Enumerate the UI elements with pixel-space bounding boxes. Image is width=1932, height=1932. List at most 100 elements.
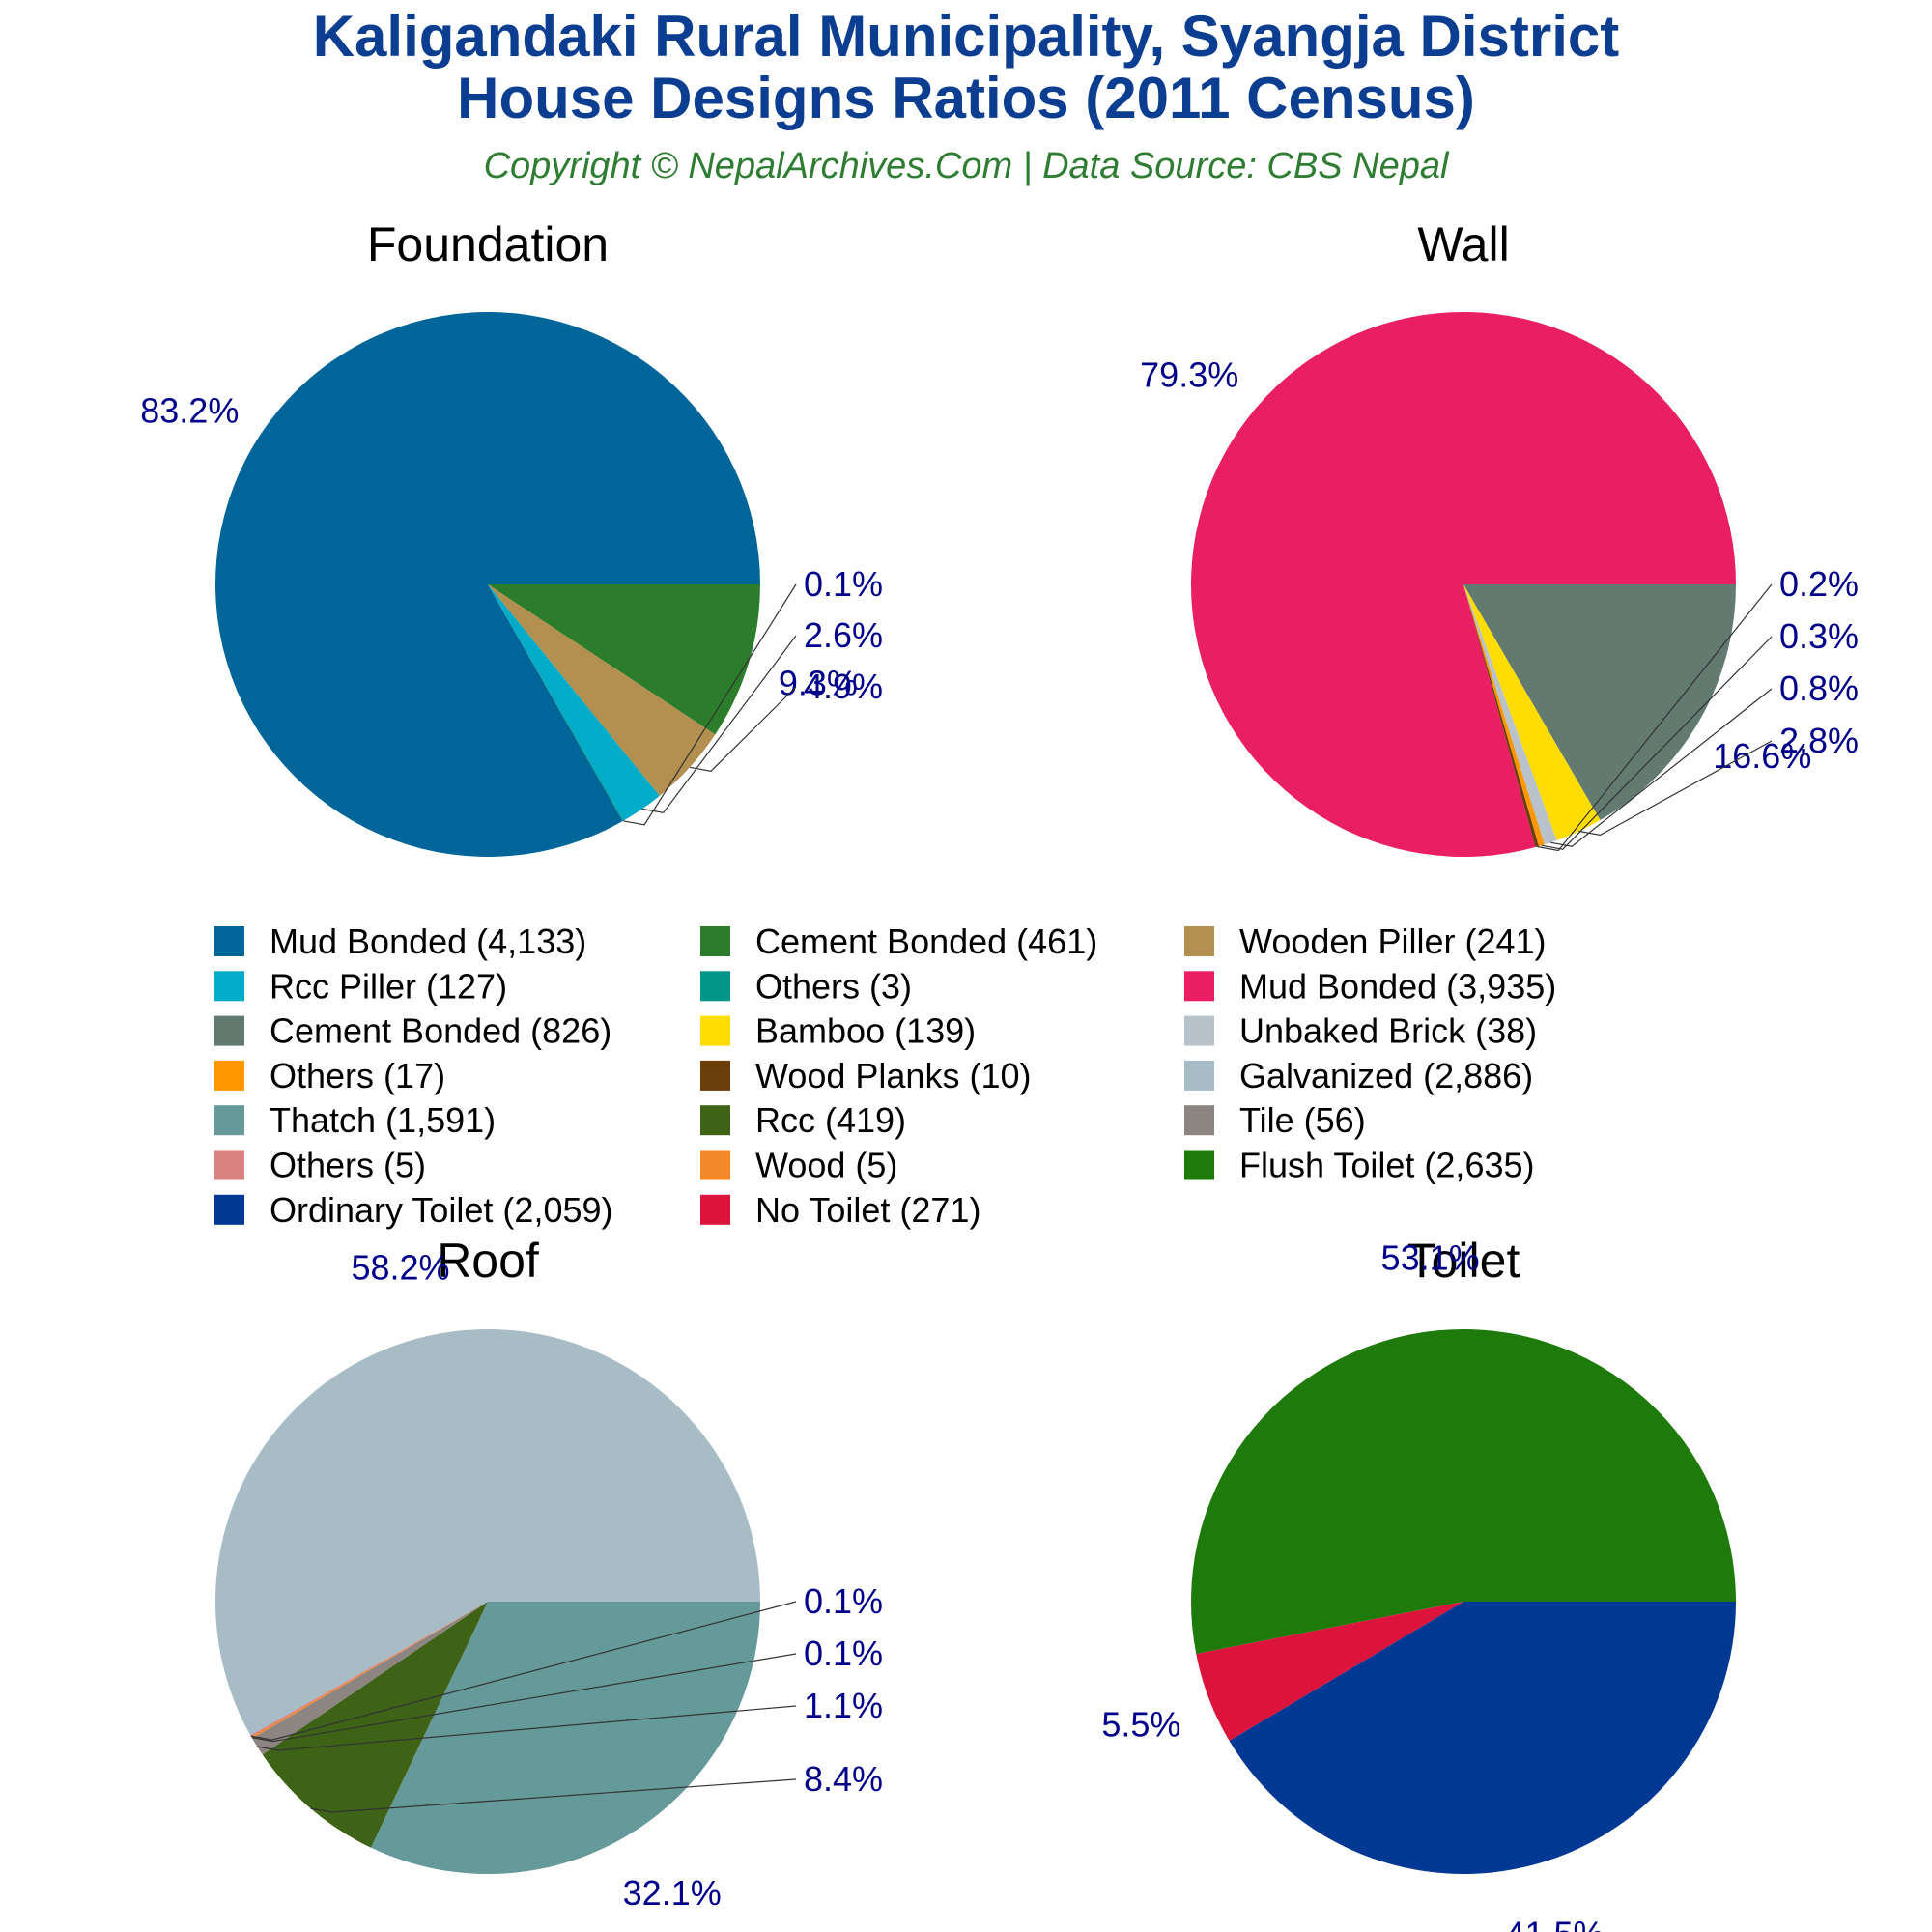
leader-line [622, 583, 797, 826]
legend-item: Thatch (1,591) [214, 1100, 496, 1140]
legend-item: Cement Bonded (461) [700, 922, 1097, 961]
legend-swatch [1184, 926, 1214, 956]
pie-slice [252, 1602, 488, 1755]
legend-swatch [700, 926, 730, 956]
pie-wall: Wall 79.3% 16.6%2.8% 0.8% 0.3% 0.2% [1140, 217, 1859, 857]
legend-swatch [700, 971, 730, 1002]
slice-label: 0.8% [1779, 668, 1859, 708]
legend-label: No Toilet (271) [755, 1190, 980, 1230]
slice-label: 4.9% [804, 667, 883, 706]
legend-swatch [214, 1194, 244, 1225]
slice-label: 8.4% [804, 1759, 883, 1799]
legend-item: Others (3) [700, 966, 912, 1006]
slice-label: 41.5% [1505, 1914, 1604, 1932]
pie-slice [214, 1328, 761, 1736]
chart-title-line-1: Kaligandaki Rural Municipality, Syangja … [313, 4, 1620, 69]
slice-label: 1.1% [804, 1686, 883, 1725]
legend-label: Flush Toilet (2,635) [1239, 1146, 1535, 1185]
leader-line [251, 1653, 797, 1743]
legend-item: No Toilet (271) [700, 1190, 980, 1230]
chart-title-line-2: House Designs Ratios (2011 Census) [457, 66, 1475, 130]
legend: Mud Bonded (4,133) Cement Bonded (461) Woo… [214, 922, 1556, 1230]
legend-swatch [700, 1194, 730, 1225]
leader-line [1541, 636, 1773, 850]
slice-label: 9.3% [779, 664, 858, 703]
pie-slice [1196, 1602, 1463, 1741]
pie-slice [488, 584, 760, 735]
slice-label: 83.2% [140, 391, 239, 431]
pie-foundation: Foundation 83.2% 9.3%4.9% 2.6% 0.1% [140, 217, 883, 858]
slice-label: 58.2% [351, 1248, 449, 1288]
legend-item: Galvanized (2,886) [1184, 1056, 1533, 1095]
legend-label: Galvanized (2,886) [1239, 1056, 1533, 1095]
slice-label: 53.1% [1381, 1238, 1480, 1278]
legend-swatch [214, 1015, 244, 1046]
leader-line [257, 1705, 797, 1751]
legend-item: Unbaked Brick (38) [1184, 1011, 1537, 1051]
legend-swatch [1184, 971, 1214, 1002]
slice-label: 2.8% [1779, 721, 1859, 760]
legend-swatch [214, 1105, 244, 1136]
legend-item: Tile (56) [1184, 1100, 1366, 1140]
pie-charts: Foundation 83.2% 9.3%4.9% 2.6% 0.1% Wall 79.3%… [140, 217, 1859, 1932]
legend-label: Rcc (419) [755, 1100, 906, 1140]
legend-item: Flush Toilet (2,635) [1184, 1146, 1535, 1185]
legend-item: Cement Bonded (826) [214, 1011, 611, 1051]
leader-line [641, 635, 797, 814]
legend-label: Unbaked Brick (38) [1239, 1011, 1537, 1051]
legend-item: Rcc Piller (127) [214, 966, 507, 1006]
pie-slice [1191, 1328, 1736, 1655]
pie-title: Toilet [1407, 1234, 1520, 1288]
legend-item: Rcc (419) [700, 1100, 906, 1140]
slice-label: 79.3% [1140, 355, 1238, 395]
chart-subtitle: Copyright © NepalArchives.Com | Data Sou… [484, 146, 1450, 186]
legend-label: Mud Bonded (4,133) [270, 922, 586, 961]
legend-item: Ordinary Toilet (2,059) [214, 1190, 613, 1230]
leader-line [310, 1778, 797, 1813]
legend-item: Mud Bonded (3,935) [1184, 966, 1556, 1006]
legend-label: Cement Bonded (461) [755, 922, 1097, 961]
leader-line [250, 1601, 797, 1741]
pie-slice [1229, 1602, 1736, 1874]
pie-slice [1463, 584, 1557, 845]
pie-slice [488, 584, 716, 796]
leader-line [1578, 740, 1773, 837]
pie-title: Wall [1417, 217, 1509, 271]
legend-swatch [700, 1150, 730, 1180]
legend-swatch [214, 926, 244, 956]
slice-label: 0.2% [1779, 564, 1859, 604]
slice-label: 32.1% [623, 1873, 722, 1913]
pie-slice [1463, 584, 1545, 847]
legend-label: Tile (56) [1239, 1100, 1366, 1140]
leader-line [1537, 583, 1773, 852]
legend-swatch [1184, 1015, 1214, 1046]
pie-slice [250, 1602, 488, 1737]
legend-swatch [1184, 1105, 1214, 1136]
legend-label: Others (5) [270, 1146, 426, 1185]
pie-slice [1463, 584, 1736, 820]
legend-swatch [214, 1060, 244, 1091]
legend-swatch [700, 1060, 730, 1091]
legend-swatch [700, 1015, 730, 1046]
legend-label: Wooden Piller (241) [1239, 922, 1547, 961]
legend-label: Wood Planks (10) [755, 1056, 1031, 1095]
legend-label: Rcc Piller (127) [270, 966, 507, 1006]
legend-label: Others (3) [755, 966, 912, 1006]
slice-label: 0.3% [1779, 616, 1859, 656]
slice-label: 5.5% [1101, 1704, 1180, 1744]
pie-slice [1463, 584, 1601, 840]
leader-line [1550, 688, 1773, 847]
pie-slice [1190, 311, 1736, 857]
legend-label: Others (17) [270, 1056, 445, 1095]
pie-slice [488, 584, 624, 822]
pie-slice [251, 1602, 488, 1739]
legend-label: Wood (5) [755, 1146, 897, 1185]
legend-item: Wood Planks (10) [700, 1056, 1031, 1095]
legend-label: Bamboo (139) [755, 1011, 976, 1051]
legend-swatch [214, 1150, 244, 1180]
pie-slice [1463, 584, 1539, 847]
legend-swatch [1184, 1150, 1214, 1180]
legend-swatch [214, 971, 244, 1002]
legend-label: Thatch (1,591) [270, 1100, 496, 1140]
